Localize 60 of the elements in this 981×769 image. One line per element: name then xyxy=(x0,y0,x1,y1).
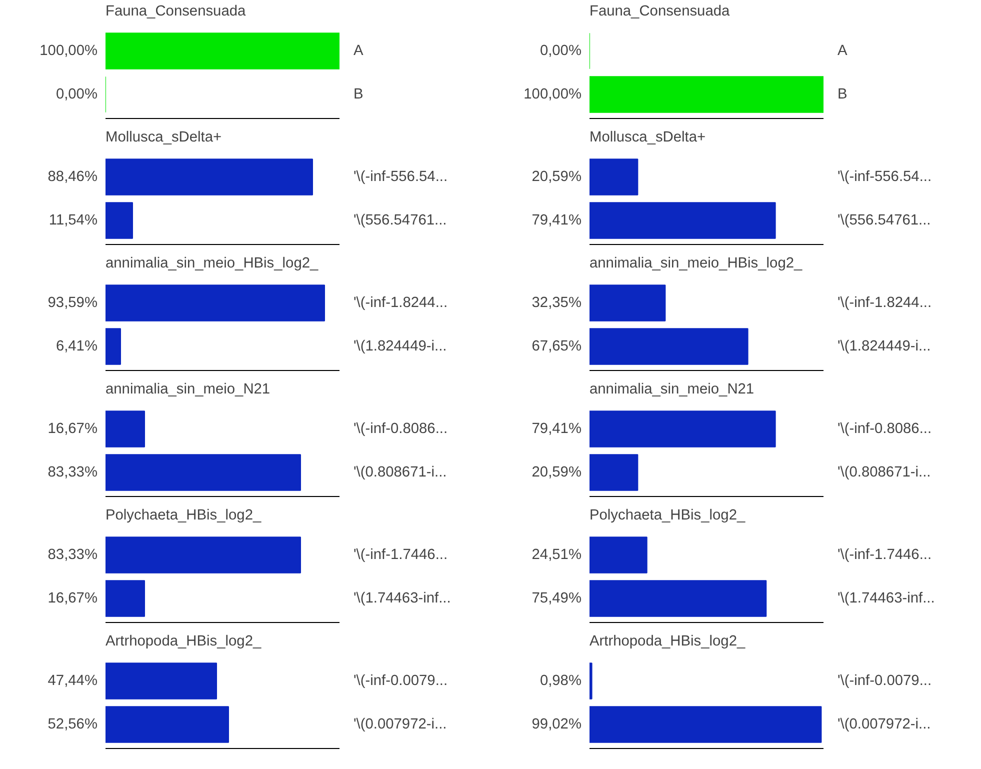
chart-title: annimalia_sin_meio_N21 xyxy=(590,382,754,398)
y-tick-label: '\(-inf-0.8086... xyxy=(354,420,448,437)
y-tick-label: B xyxy=(354,86,364,103)
data-label: 16,67% xyxy=(48,420,98,437)
y-tick-label: '\(0.007972-i... xyxy=(838,716,931,733)
data-label: 16,67% xyxy=(48,590,98,607)
chart-title: annimalia_sin_meio_HBis_log2_ xyxy=(106,256,319,272)
data-label: 100,00% xyxy=(40,42,98,59)
chart-title: Mollusca_sDelta+ xyxy=(590,130,706,146)
y-tick-label: '\(1.74463-inf... xyxy=(354,590,451,607)
y-tick-label: '\(-inf-1.7446... xyxy=(354,546,448,563)
data-label: 99,02% xyxy=(532,716,582,733)
y-tick-label: B xyxy=(838,86,848,103)
y-tick-label: '\(0.808671-i... xyxy=(838,464,931,481)
y-tick-label: '\(1.74463-inf... xyxy=(838,590,935,607)
data-label: 11,54% xyxy=(48,212,98,229)
chart-title: annimalia_sin_meio_N21 xyxy=(106,382,270,398)
data-label: 79,41% xyxy=(532,212,582,229)
y-tick-label: '\(-inf-556.54... xyxy=(354,168,448,185)
chart-title: Fauna_Consensuada xyxy=(106,4,247,20)
chart-title: Fauna_Consensuada xyxy=(590,4,731,20)
data-label: 20,59% xyxy=(532,464,582,481)
data-label: 75,49% xyxy=(532,590,582,607)
y-tick-label: '\(-inf-556.54... xyxy=(838,168,932,185)
chart-title: Artrhopoda_HBis_log2_ xyxy=(106,634,262,650)
data-label: 79,41% xyxy=(532,420,582,437)
y-tick-label: '\(-inf-1.8244... xyxy=(838,294,932,311)
data-label: 67,65% xyxy=(532,338,582,355)
chart-title: Polychaeta_HBis_log2_ xyxy=(590,508,746,524)
y-tick-label: '\(-inf-0.8086... xyxy=(838,420,932,437)
chart-title: Artrhopoda_HBis_log2_ xyxy=(590,634,746,650)
data-label: 24,51% xyxy=(532,546,582,563)
y-tick-label: A xyxy=(838,42,848,59)
data-label: 0,00% xyxy=(540,42,582,59)
data-label: 47,44% xyxy=(48,672,98,689)
data-label: 83,33% xyxy=(48,546,98,563)
data-label: 88,46% xyxy=(48,168,98,185)
chart-title: Mollusca_sDelta+ xyxy=(106,130,222,146)
y-tick-label: '\(-inf-1.8244... xyxy=(354,294,448,311)
y-tick-label: '\(-inf-0.0079... xyxy=(838,672,932,689)
y-tick-label: '\(1.824449-i... xyxy=(354,338,447,355)
y-tick-label: '\(-inf-0.0079... xyxy=(354,672,448,689)
data-label: 93,59% xyxy=(48,294,98,311)
data-label: 83,33% xyxy=(48,464,98,481)
data-label: 52,56% xyxy=(48,716,98,733)
data-label: 100,00% xyxy=(524,86,582,103)
data-label: 20,59% xyxy=(532,168,582,185)
data-label: 32,35% xyxy=(532,294,582,311)
y-tick-label: '\(0.007972-i... xyxy=(354,716,447,733)
data-label: 0,98% xyxy=(540,672,582,689)
y-tick-label: A xyxy=(354,42,364,59)
chart-title: annimalia_sin_meio_HBis_log2_ xyxy=(590,256,803,272)
y-tick-label: '\(0.808671-i... xyxy=(354,464,447,481)
y-tick-label: '\(556.54761... xyxy=(838,212,931,229)
data-label: 0,00% xyxy=(56,86,98,103)
y-tick-label: '\(556.54761... xyxy=(354,212,447,229)
y-tick-label: '\(-inf-1.7446... xyxy=(838,546,932,563)
data-label: 6,41% xyxy=(56,338,98,355)
chart-title: Polychaeta_HBis_log2_ xyxy=(106,508,262,524)
y-tick-label: '\(1.824449-i... xyxy=(838,338,931,355)
